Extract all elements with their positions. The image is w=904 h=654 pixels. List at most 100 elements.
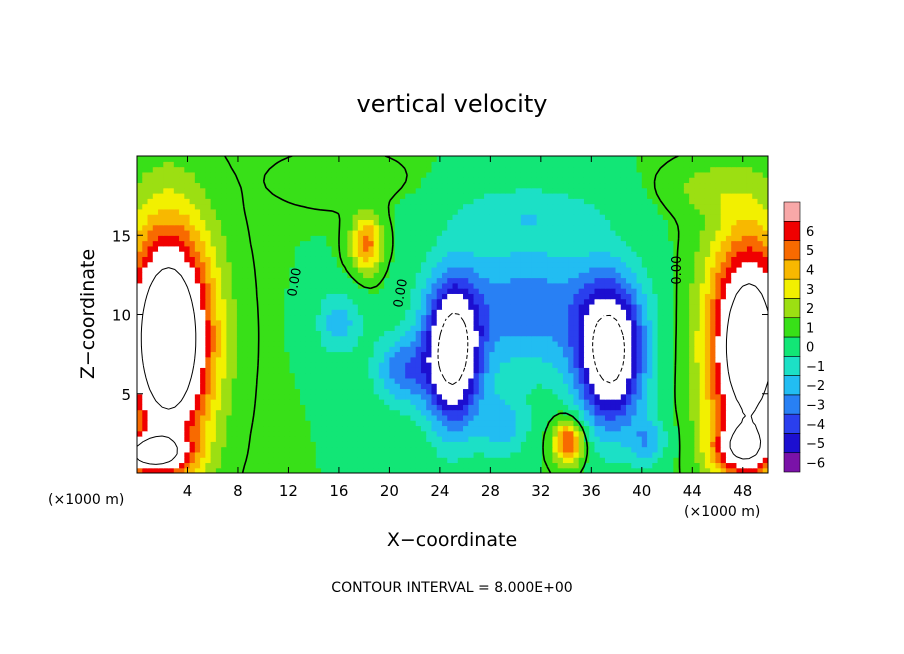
- heatmap-cell: [321, 372, 327, 379]
- heatmap-cell: [273, 277, 280, 284]
- heatmap-cell: [699, 298, 706, 305]
- heatmap-cell: [336, 346, 343, 353]
- heatmap-cell: [610, 425, 617, 432]
- heatmap-cell: [762, 288, 768, 294]
- heatmap-cell: [420, 340, 427, 347]
- heatmap-cell: [457, 325, 464, 331]
- heatmap-cell: [436, 277, 443, 284]
- heatmap-cell: [268, 288, 275, 294]
- heatmap-cell: [147, 314, 154, 321]
- heatmap-cell: [300, 314, 306, 321]
- heatmap-cell: [142, 462, 149, 469]
- heatmap-cell: [137, 335, 143, 342]
- heatmap-cell: [573, 367, 580, 374]
- heatmap-cell: [294, 446, 301, 453]
- heatmap-cell: [515, 340, 522, 347]
- heatmap-cell: [526, 430, 532, 437]
- heatmap-cell: [284, 314, 291, 321]
- heatmap-cell: [247, 288, 254, 294]
- heatmap-cell: [447, 293, 454, 300]
- heatmap-cell: [499, 266, 506, 273]
- heatmap-cell: [647, 367, 653, 374]
- heatmap-cell: [426, 377, 433, 384]
- heatmap-cell: [152, 266, 159, 273]
- heatmap-cell: [720, 446, 727, 453]
- heatmap-cell: [189, 467, 196, 473]
- heatmap-cell: [189, 251, 196, 257]
- heatmap-cell: [647, 340, 653, 347]
- heatmap-cell: [394, 319, 401, 326]
- heatmap-cell: [252, 451, 259, 458]
- heatmap-cell: [652, 256, 659, 263]
- heatmap-cell: [289, 272, 296, 279]
- heatmap-cell: [689, 393, 695, 400]
- heatmap-cell: [147, 266, 154, 273]
- heatmap-cell: [436, 425, 443, 432]
- heatmap-cell: [626, 446, 632, 453]
- heatmap-cell: [626, 367, 632, 374]
- heatmap-cell: [541, 467, 548, 473]
- heatmap-cell: [720, 288, 727, 294]
- heatmap-cell: [300, 462, 306, 469]
- heatmap-cell: [342, 261, 348, 268]
- heatmap-cell: [336, 309, 343, 316]
- heatmap-cell: [257, 261, 264, 268]
- heatmap-cell: [615, 399, 622, 405]
- heatmap-cell: [699, 367, 706, 374]
- heatmap-cell: [678, 282, 685, 289]
- heatmap-cell: [426, 457, 433, 464]
- heatmap-cell: [294, 457, 301, 464]
- heatmap-cell: [541, 309, 548, 316]
- heatmap-cell: [357, 330, 364, 337]
- heatmap-cell: [678, 414, 685, 421]
- heatmap-cell: [515, 446, 522, 453]
- heatmap-cell: [678, 256, 685, 263]
- heatmap-cell: [352, 383, 359, 390]
- heatmap-cell: [757, 451, 764, 458]
- heatmap-cell: [620, 272, 627, 279]
- heatmap-cell: [583, 256, 590, 263]
- heatmap-cell: [200, 404, 206, 411]
- heatmap-cell: [399, 383, 406, 390]
- heatmap-cell: [468, 420, 475, 427]
- heatmap-cell: [499, 251, 506, 257]
- heatmap-cell: [473, 367, 480, 374]
- heatmap-cell: [363, 277, 369, 284]
- heatmap-cell: [710, 467, 717, 473]
- heatmap-cell: [626, 266, 632, 273]
- heatmap-cell: [699, 261, 706, 268]
- heatmap-cell: [336, 388, 343, 395]
- heatmap-cell: [441, 251, 448, 257]
- heatmap-cell: [441, 409, 448, 416]
- heatmap-cell: [378, 309, 385, 316]
- heatmap-cell: [284, 277, 291, 284]
- heatmap-cell: [336, 462, 343, 469]
- heatmap-cell: [531, 383, 538, 390]
- heatmap-cell: [662, 319, 669, 326]
- heatmap-cell: [347, 436, 354, 442]
- heatmap-cell: [557, 293, 564, 300]
- heatmap-cell: [620, 298, 627, 305]
- heatmap-cell: [599, 377, 606, 384]
- heatmap-cell: [247, 457, 254, 464]
- heatmap-cell: [331, 272, 338, 279]
- heatmap-cell: [300, 383, 306, 390]
- heatmap-cell: [179, 319, 185, 326]
- heatmap-cell: [405, 325, 412, 331]
- heatmap-cell: [373, 288, 380, 294]
- heatmap-cell: [189, 288, 196, 294]
- heatmap-cell: [205, 457, 212, 464]
- heatmap-cell: [231, 367, 238, 374]
- heatmap-cell: [284, 309, 291, 316]
- heatmap-cell: [410, 377, 417, 384]
- heatmap-cell: [626, 293, 632, 300]
- heatmap-cell: [626, 256, 632, 263]
- heatmap-cell: [321, 256, 327, 263]
- heatmap-cell: [731, 467, 738, 473]
- heatmap-cell: [305, 377, 312, 384]
- heatmap-cell: [689, 325, 695, 331]
- heatmap-cell: [231, 277, 238, 284]
- heatmap-cell: [326, 446, 333, 453]
- heatmap-cell: [704, 372, 711, 379]
- heatmap-cell: [520, 272, 527, 279]
